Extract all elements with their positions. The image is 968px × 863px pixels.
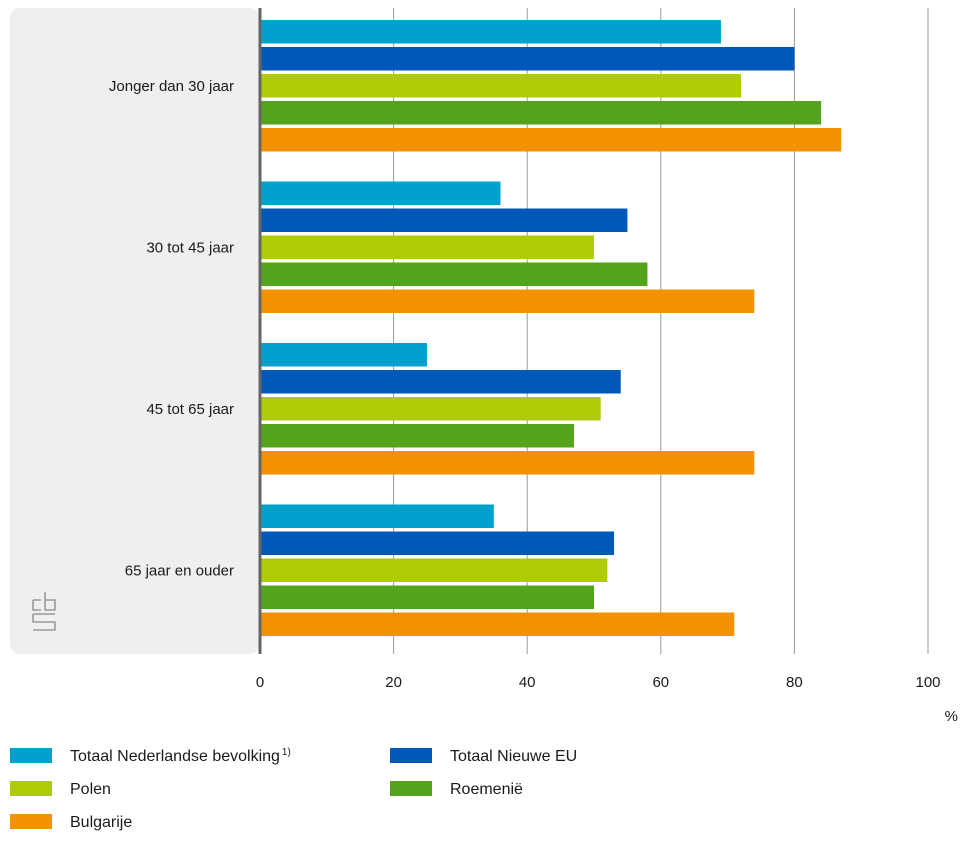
x-unit-label: % [945, 708, 958, 725]
legend-swatch [10, 781, 52, 796]
legend-label-text: Totaal Nieuwe EU [450, 748, 577, 765]
bar [260, 208, 628, 232]
legend-label: Roemenië [450, 781, 523, 798]
x-tick-label: 0 [256, 674, 264, 691]
legend-swatch [10, 814, 52, 829]
bar [260, 558, 608, 582]
bar [260, 20, 721, 44]
bar [260, 397, 601, 421]
legend-label: Totaal Nederlandse bevolking 1) [70, 747, 291, 765]
x-tick-label: 20 [385, 674, 402, 691]
category-label: Jonger dan 30 jaar [109, 78, 234, 95]
bar [260, 531, 615, 555]
legend-label: Bulgarije [70, 814, 132, 831]
x-tick-labels: 0 20 40 60 80 100 [256, 674, 941, 691]
legend-swatch [10, 748, 52, 763]
bar [260, 612, 735, 636]
legend-label: Totaal Nieuwe EU [450, 748, 577, 765]
bar [260, 343, 427, 367]
legend: Totaal Nederlandse bevolking 1) Totaal Nie… [10, 747, 577, 831]
cbs-logo-icon [32, 592, 56, 631]
category-label: 45 tot 65 jaar [146, 401, 234, 418]
legend-label-text: Polen [70, 781, 111, 798]
bar [260, 504, 494, 528]
bar [260, 262, 648, 286]
bar [260, 451, 755, 475]
x-tick-label: 60 [652, 674, 669, 691]
bar [260, 370, 621, 394]
legend-footnote-marker: 1) [282, 747, 291, 758]
bar [260, 235, 594, 259]
bar [260, 128, 842, 152]
bar [260, 585, 594, 609]
legend-label-text: Roemenië [450, 781, 523, 798]
category-panel-background [10, 8, 260, 654]
bar [260, 289, 755, 313]
bars [260, 20, 842, 636]
bar [260, 181, 501, 205]
legend-swatch [390, 748, 432, 763]
category-label: 30 tot 45 jaar [146, 239, 234, 256]
bar [260, 101, 822, 125]
x-tick-label: 100 [915, 674, 940, 691]
category-label: 65 jaar en ouder [125, 562, 234, 579]
bar [260, 74, 741, 98]
x-tick-label: 40 [519, 674, 536, 691]
bar [260, 47, 795, 71]
legend-label: Polen [70, 781, 111, 798]
legend-swatch [390, 781, 432, 796]
category-labels: Jonger dan 30 jaar 30 tot 45 jaar 45 tot 6… [109, 78, 234, 580]
legend-label-text: Bulgarije [70, 814, 132, 831]
bar [260, 424, 574, 448]
legend-label-text: Totaal Nederlandse bevolking [70, 748, 280, 765]
x-tick-label: 80 [786, 674, 803, 691]
